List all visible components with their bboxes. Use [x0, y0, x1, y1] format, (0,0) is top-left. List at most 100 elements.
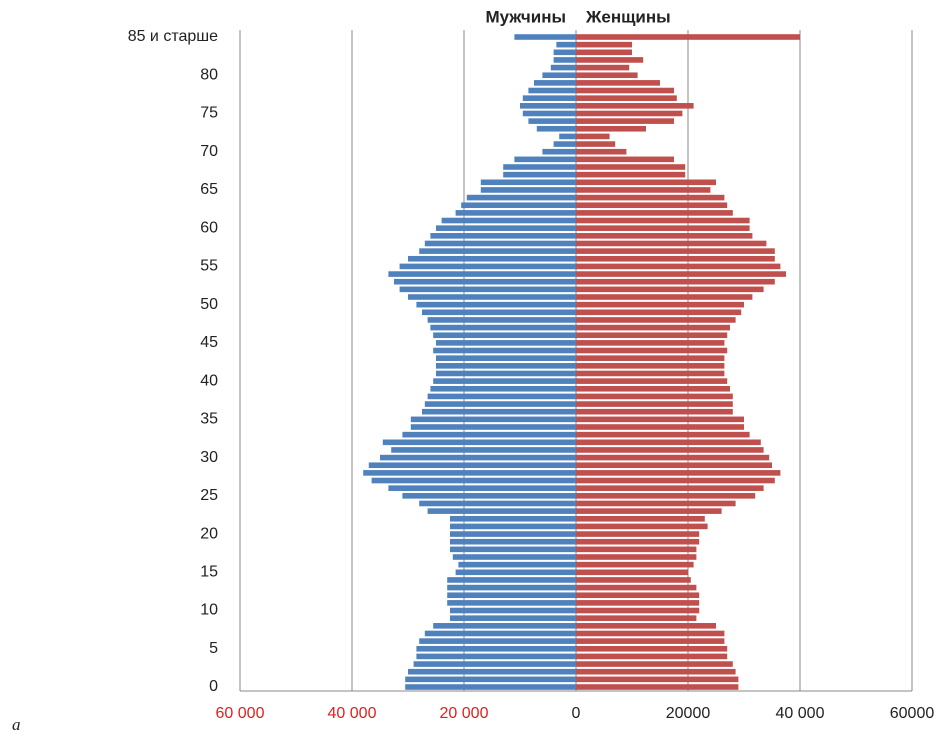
bar: [576, 531, 700, 537]
y-tick-label: 70: [200, 143, 218, 160]
bar: [452, 554, 576, 560]
y-tick-label: 50: [200, 296, 218, 313]
bar: [576, 508, 722, 514]
x-tick-label: 40 000: [776, 705, 825, 722]
bar: [576, 477, 775, 484]
bar: [576, 41, 632, 48]
bar: [405, 676, 576, 683]
bar: [419, 248, 576, 254]
bar: [427, 508, 576, 514]
bar: [402, 493, 576, 499]
x-tick-label: 60000: [890, 705, 935, 722]
bar: [576, 439, 761, 446]
bar: [576, 515, 705, 522]
bar: [576, 401, 733, 407]
bar: [430, 324, 576, 331]
y-tick-label: 45: [200, 334, 218, 351]
bar: [576, 148, 627, 155]
bar: [576, 462, 772, 469]
bar: [553, 49, 576, 56]
bar: [576, 294, 753, 300]
bar: [424, 240, 576, 247]
bar: [576, 217, 750, 224]
bar: [363, 470, 576, 476]
bar: [528, 87, 576, 94]
y-tick-label: 10: [200, 602, 218, 619]
bar: [576, 393, 733, 400]
bar: [416, 301, 576, 308]
bar: [576, 385, 730, 392]
bar: [408, 255, 576, 262]
bar: [576, 278, 775, 285]
bar: [576, 309, 742, 316]
bar: [576, 332, 728, 339]
bar: [576, 538, 700, 545]
bar: [466, 194, 576, 201]
bar: [576, 546, 697, 553]
bar: [576, 340, 725, 346]
bar: [520, 103, 576, 109]
bar: [576, 64, 630, 71]
y-tick-label: 5: [209, 640, 218, 657]
bar: [436, 355, 576, 361]
bar: [576, 592, 700, 599]
y-tick-label: 80: [200, 66, 218, 83]
bar: [576, 141, 616, 147]
bar: [436, 340, 576, 346]
bar: [419, 638, 576, 644]
x-tick-label: 20 000: [440, 705, 489, 722]
bar: [576, 584, 697, 591]
y-tick-label: 75: [200, 105, 218, 122]
bar: [576, 110, 683, 117]
bar: [576, 49, 632, 56]
bar: [391, 447, 576, 453]
bar: [576, 225, 750, 231]
bar: [388, 485, 576, 491]
bar: [576, 233, 753, 239]
bar: [576, 301, 744, 308]
y-tick-label: 0: [209, 678, 218, 695]
bar: [450, 538, 576, 545]
bar: [382, 439, 576, 446]
bar: [450, 607, 576, 614]
bar: [433, 378, 576, 384]
bar: [576, 125, 646, 132]
bar: [408, 294, 576, 300]
bar: [450, 546, 576, 553]
bar: [576, 523, 708, 530]
bar: [576, 454, 770, 461]
bar: [422, 309, 576, 316]
bar: [576, 210, 733, 216]
bar: [576, 171, 686, 178]
bar: [576, 363, 725, 369]
bar: [553, 141, 576, 147]
x-tick-label: 60 000: [216, 705, 265, 722]
bar: [522, 95, 576, 101]
bar: [556, 41, 576, 48]
bar: [399, 286, 576, 293]
bar: [576, 447, 764, 453]
bar: [576, 615, 697, 621]
bar: [576, 431, 750, 438]
bar: [576, 470, 781, 476]
bar: [576, 500, 736, 507]
bar: [576, 271, 786, 277]
bar: [576, 187, 711, 193]
bar: [576, 554, 697, 560]
bar: [514, 156, 576, 163]
bar: [576, 164, 686, 170]
bar: [576, 95, 677, 101]
bar: [542, 72, 576, 79]
bar: [576, 118, 674, 124]
bar: [576, 103, 694, 109]
y-tick-label: 30: [200, 449, 218, 466]
bar: [576, 34, 800, 40]
bar: [441, 217, 576, 224]
bar: [576, 355, 725, 361]
bar: [576, 684, 739, 690]
bar: [576, 80, 660, 86]
y-tick-label: 85 и старше: [128, 28, 218, 45]
bar: [576, 57, 644, 63]
bar: [413, 661, 576, 667]
